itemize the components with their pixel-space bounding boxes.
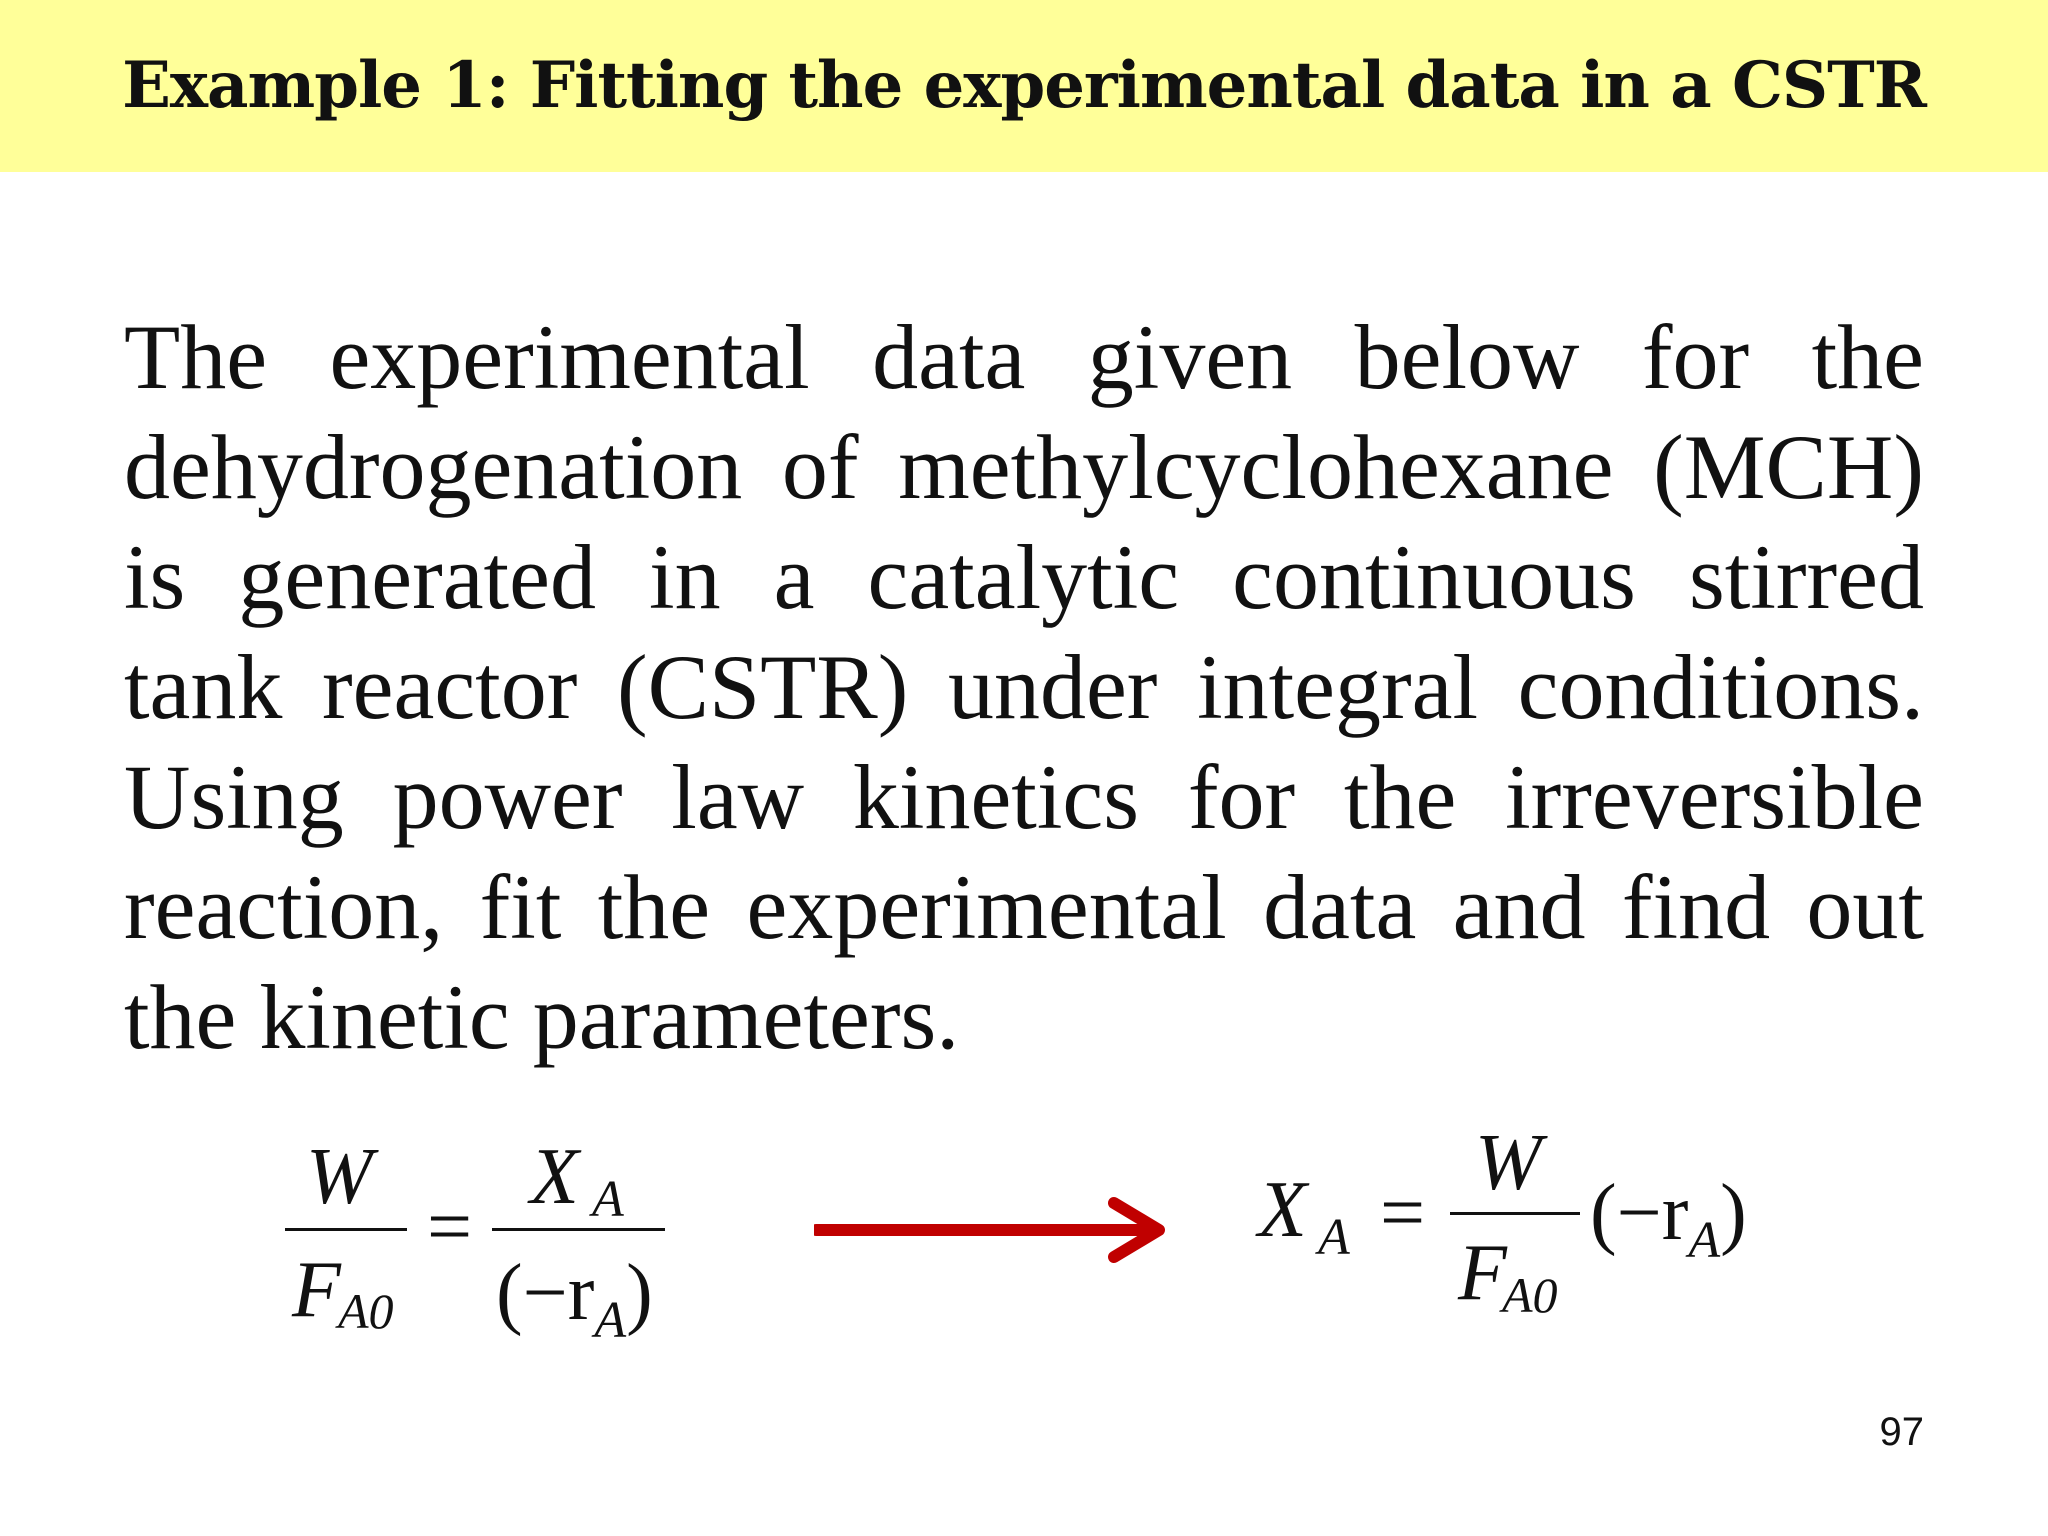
right-arrow-icon xyxy=(814,1197,1165,1263)
eq-right-denominator-sub-a0: A0 xyxy=(1502,1267,1558,1323)
eq-left-numerator-sub-a: A xyxy=(592,1171,624,1228)
eq-left-fraction-line-1 xyxy=(285,1228,407,1231)
eq-left-numerator-x: X xyxy=(530,1133,579,1221)
eq-right-rate-open: (−r xyxy=(1590,1169,1689,1257)
eq-left-denominator-f: F xyxy=(292,1246,341,1334)
eq-left-rate-close: ) xyxy=(626,1249,653,1337)
eq-left-denominator-rate: (−rA) xyxy=(496,1248,653,1350)
eq-left-numerator-w: W xyxy=(306,1133,373,1221)
slide-title: Example 1: Fitting the experimental data… xyxy=(122,48,1927,123)
eq-left-denominator-sub-a0: A0 xyxy=(338,1282,394,1340)
eq-left-sub-a0-text: A0 xyxy=(338,1283,394,1339)
problem-statement: The experimental data given below for th… xyxy=(124,306,1924,1068)
eq-right-rate-close: ) xyxy=(1720,1169,1747,1257)
eq-right-lhs-sub-a: A xyxy=(1318,1209,1350,1266)
eq-left-rate-open: (−r xyxy=(496,1249,595,1337)
page-number: 97 xyxy=(1879,1410,1925,1454)
eq-right-rate-sub: A xyxy=(1688,1212,1721,1269)
eq-right-fraction-line xyxy=(1450,1212,1580,1215)
eq-left-equals: = xyxy=(427,1183,473,1271)
title-bar xyxy=(0,0,2048,172)
eq-right-numerator-w: W xyxy=(1475,1119,1542,1207)
eq-left-fraction-line-2 xyxy=(492,1228,665,1231)
eq-right-equals: = xyxy=(1380,1169,1426,1257)
eq-right-denominator-f: F xyxy=(1458,1229,1507,1317)
eq-right-lhs-x: X xyxy=(1258,1166,1307,1254)
eq-left-rate-sub: A xyxy=(594,1292,627,1349)
eq-right-rate: (−rA) xyxy=(1590,1168,1747,1270)
